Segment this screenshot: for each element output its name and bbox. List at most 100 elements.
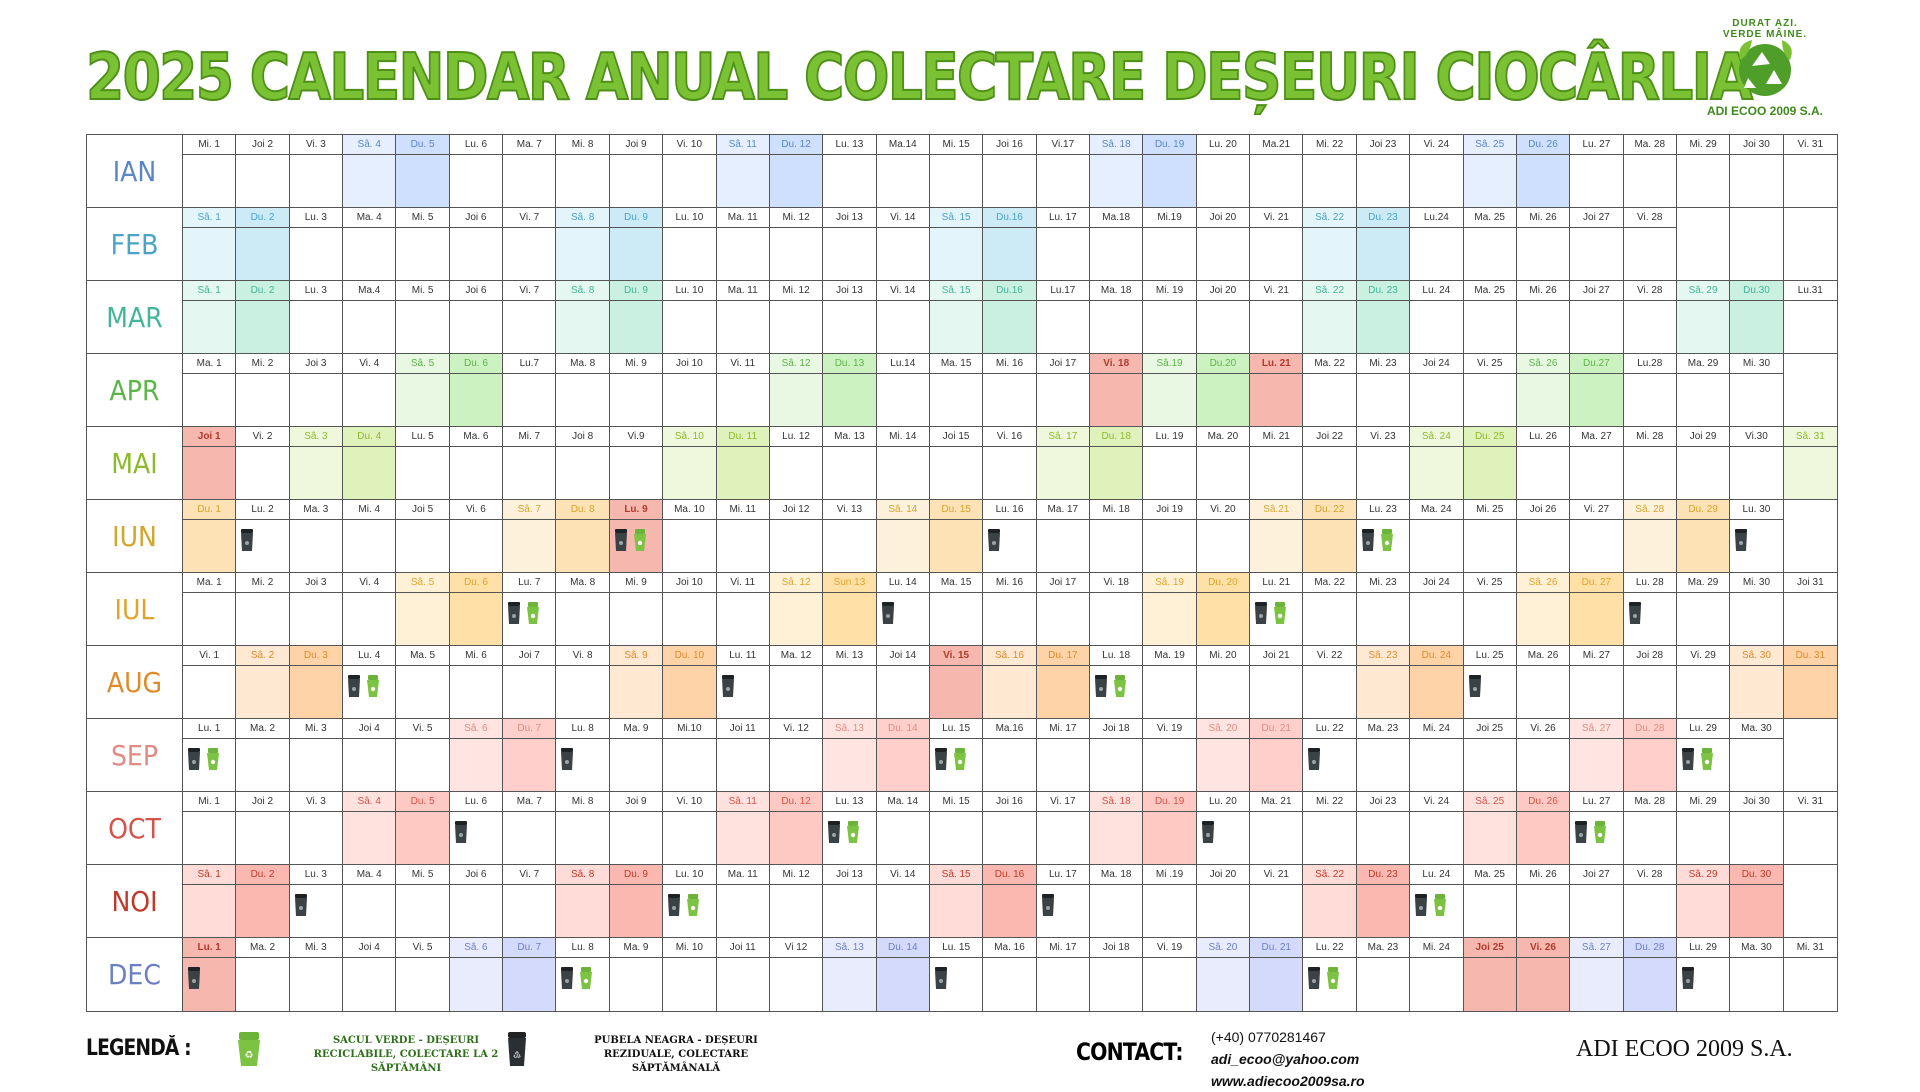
- day-label: Lu. 10: [663, 208, 716, 228]
- day-label: Sâ. 26: [1516, 354, 1570, 374]
- day-label: Sâ. 18: [1090, 792, 1143, 812]
- contact-email[interactable]: adi_ecoo@yahoo.com: [1211, 1051, 1360, 1067]
- day-label: Vi. 6: [449, 500, 503, 520]
- day-cell: Du. 19: [1143, 135, 1197, 207]
- day-cell: Du. 23: [1356, 865, 1411, 937]
- day-label: Du. 23: [1356, 208, 1410, 228]
- day-label: Lu. 9: [609, 500, 663, 520]
- day-cell: Lu. 24: [1410, 865, 1464, 937]
- day-cell: Ma. 8: [556, 573, 610, 645]
- day-label: Lu. 1: [183, 719, 236, 739]
- day-cell: Mi. 8: [556, 792, 610, 864]
- day-label: Vi. 5: [396, 719, 449, 739]
- day-label: Lu. 28: [1623, 573, 1676, 593]
- black-bin-icon: ♳: [508, 1032, 526, 1066]
- day-label: Lu. 15: [929, 719, 983, 739]
- day-label: Lu. 4: [343, 646, 396, 666]
- day-label: Du.16: [983, 281, 1036, 301]
- day-label: Ma.14: [876, 135, 929, 155]
- day-cell: Sâ. 15: [929, 208, 984, 280]
- day-cell: Lu. 2: [236, 500, 290, 572]
- day-label: Lu. 29: [1676, 719, 1730, 739]
- black-bin-icon: [1361, 529, 1374, 551]
- day-label: Lu. 24: [1410, 281, 1463, 301]
- day-label: Mi. 7: [503, 427, 556, 447]
- day-label: Sâ. 2: [236, 646, 289, 666]
- day-label: Sâ. 28: [1623, 500, 1676, 520]
- day-cell: Ma. 11: [716, 865, 770, 937]
- day-label: Lu.24: [1410, 208, 1463, 228]
- day-cell: Ma. 29: [1676, 573, 1731, 645]
- day-cell: Lu. 17: [1036, 208, 1091, 280]
- day-cell: Ma. 22: [1303, 354, 1357, 426]
- day-label: Sâ. 1: [183, 208, 236, 228]
- day-cell: Mi. 26: [1516, 281, 1571, 353]
- day-cell: Mi. 5: [396, 865, 450, 937]
- day-cell: Du. 19: [1143, 792, 1197, 864]
- day-cell: Joi 12: [769, 500, 824, 572]
- collection-icons: [1414, 893, 1447, 917]
- day-label: Du. 16: [983, 865, 1036, 885]
- day-cell: Vi. 26: [1516, 938, 1571, 1011]
- day-cell: Du. 4: [343, 427, 397, 499]
- day-cell: Sâ. 8: [556, 865, 610, 937]
- day-label: Du. 25: [1463, 427, 1516, 447]
- day-label: Mi .19: [1143, 865, 1196, 885]
- day-label: Joi 22: [1303, 427, 1356, 447]
- contact-website[interactable]: www.adiecoo2009sa.ro: [1211, 1073, 1365, 1089]
- day-cell: Joi 27: [1570, 281, 1624, 353]
- collection-icons: [507, 601, 540, 625]
- collection-icons: [1574, 820, 1607, 844]
- day-cell: Du. 14: [876, 938, 930, 1011]
- day-cell: Vi. 15: [929, 646, 984, 718]
- day-label: Ma. 15: [929, 573, 983, 593]
- day-cell: Sâ. 3: [289, 427, 344, 499]
- day-label: Ma. 7: [503, 135, 556, 155]
- day-cell: Joi 17: [1036, 573, 1091, 645]
- day-label: Sâ. 6: [449, 938, 503, 958]
- day-cell: Du. 13: [823, 354, 877, 426]
- green-bag-icon: [1700, 748, 1713, 770]
- day-label: Ma. 8: [556, 354, 609, 374]
- day-label: Du. 19: [1143, 135, 1196, 155]
- day-label: Mi. 15: [929, 135, 983, 155]
- day-cell: Vi. 28: [1623, 208, 1677, 280]
- day-cell: Du.27: [1570, 354, 1624, 426]
- day-label: Mi. 13: [823, 646, 876, 666]
- day-label: Mi. 21: [1250, 427, 1303, 447]
- day-cell: Du. 2: [236, 865, 290, 937]
- empty-cell: [1784, 208, 1837, 280]
- day-cell: Lu. 26: [1516, 427, 1571, 499]
- day-cell: Ma. 25: [1463, 208, 1517, 280]
- month-label: AUG: [87, 646, 183, 718]
- day-cell: Mi. 18: [1090, 500, 1144, 572]
- day-cell: Sâ. 25: [1463, 135, 1517, 207]
- day-label: Mi. 16: [983, 354, 1036, 374]
- day-cell: Vi. 11: [716, 354, 770, 426]
- day-label: Du.30: [1730, 281, 1783, 301]
- day-cell: Lu.28: [1623, 354, 1677, 426]
- day-cell: Lu. 8: [556, 719, 610, 791]
- day-label: Vi. 28: [1623, 208, 1676, 228]
- day-label: Ma. 16: [983, 938, 1036, 958]
- day-label: Du. 20: [1196, 573, 1250, 593]
- collection-icons: [294, 893, 308, 917]
- day-label: Mi. 5: [396, 208, 449, 228]
- day-label: Joi 20: [1196, 208, 1250, 228]
- day-cell: Joi 17: [1036, 354, 1091, 426]
- month-row-apr: APR Ma. 1 Mi. 2 Joi 3 Vi. 4 Sâ. 5 Du. 6 Lu.7 Ma.…: [87, 354, 1837, 427]
- black-bin-icon: [1308, 967, 1321, 989]
- day-cell: Vi. 7: [503, 208, 557, 280]
- day-cell: Sâ. 27: [1570, 719, 1624, 791]
- day-cell: Lu. 18: [1090, 646, 1144, 718]
- day-cell: Du. 21: [1250, 938, 1304, 1011]
- day-label: Mi. 3: [289, 938, 343, 958]
- day-cell: Mi. 9: [609, 573, 664, 645]
- day-cell: Sâ. 15: [929, 865, 984, 937]
- day-label: Sâ. 1: [183, 865, 236, 885]
- day-label: Mi. 12: [769, 865, 823, 885]
- day-cell: Du.16: [983, 281, 1037, 353]
- day-cell: Lu. 6: [449, 792, 504, 864]
- day-cell: Du. 22: [1303, 500, 1357, 572]
- day-label: Du. 5: [396, 135, 449, 155]
